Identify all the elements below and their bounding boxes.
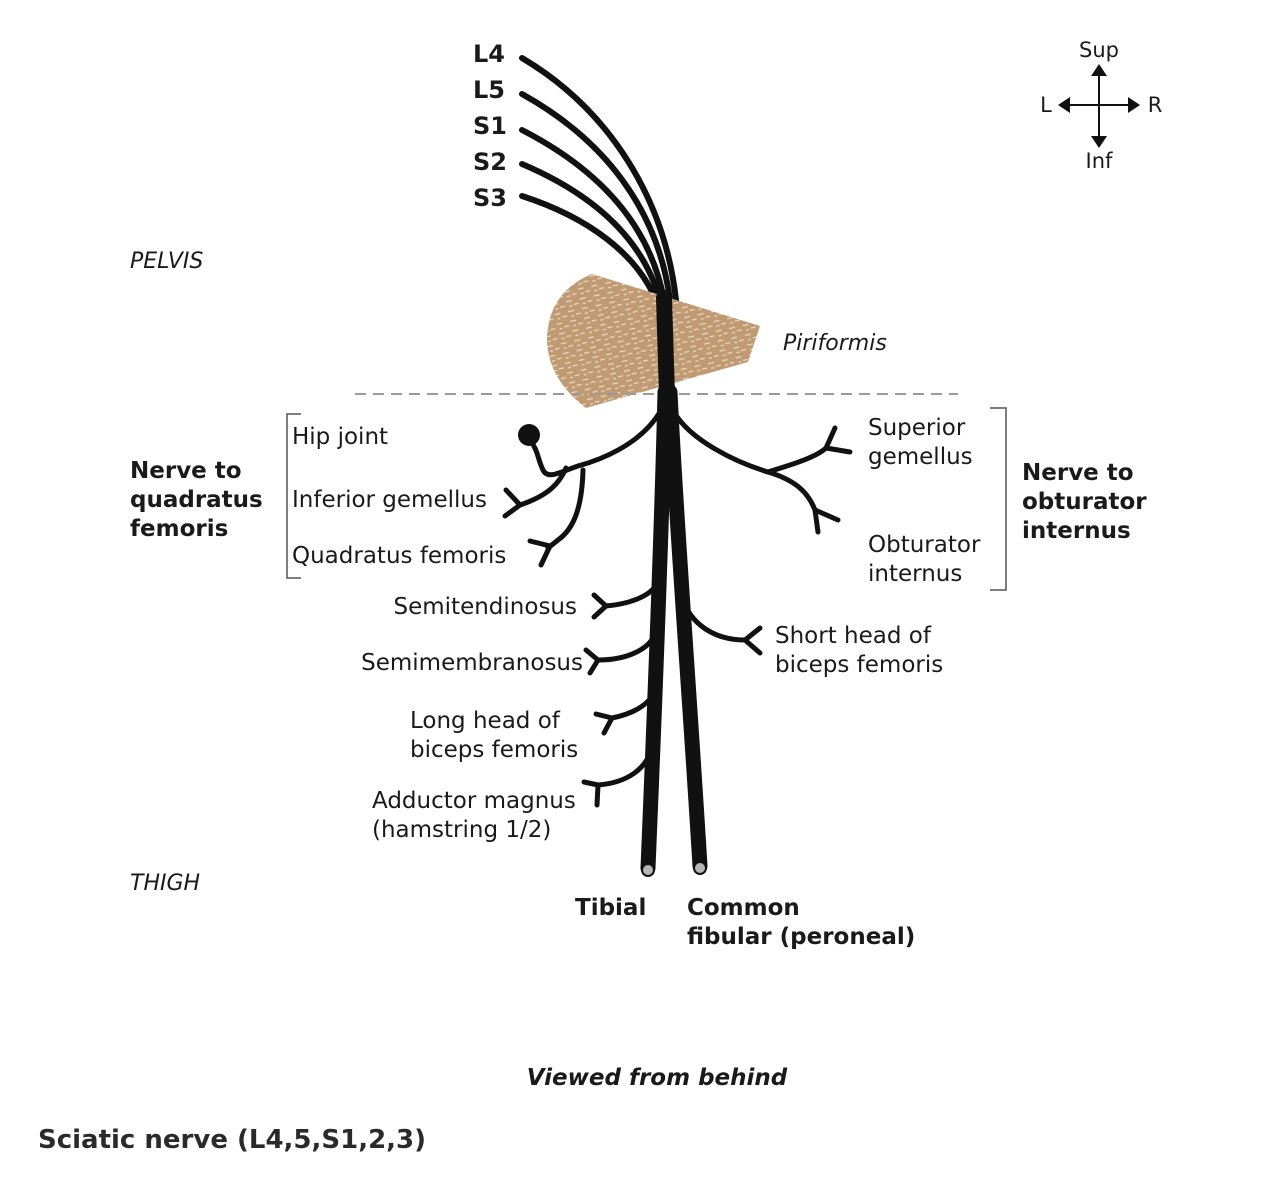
common-fibular-label-line2: fibular (peroneal)	[687, 924, 915, 950]
thigh-label: THIGH	[130, 871, 200, 896]
inferior-gemellus-branch	[517, 465, 569, 508]
quadratus-title-line2: quadratus	[130, 487, 263, 513]
orientation-compass: Sup Inf L R	[1040, 38, 1162, 173]
adductor-magnus-label-line2: (hamstring 1/2)	[372, 817, 551, 843]
obturator-title-line3: internus	[1022, 518, 1131, 544]
quadratus-femoris-twig	[527, 538, 553, 568]
obturator-title-line1: Nerve to	[1022, 460, 1134, 486]
semimembranosus-label: Semimembranosus	[361, 650, 583, 676]
compass-up-arrow-icon	[1091, 64, 1107, 76]
tibial-nerve	[640, 384, 673, 876]
quadratus-femoris-label: Quadratus femoris	[292, 543, 506, 569]
superior-gemellus-label-line1: Superior	[868, 415, 966, 441]
short-head-biceps-twig	[742, 625, 763, 656]
obturator-title-line2: obturator	[1022, 489, 1147, 515]
hip-joint-terminal	[518, 424, 540, 446]
root-label-s2: S2	[473, 148, 507, 176]
piriformis-label: Piriformis	[783, 331, 887, 356]
root-l5	[519, 91, 673, 303]
compass-left-label: L	[1040, 93, 1052, 117]
superior-gemellus-branch	[765, 445, 829, 475]
common-fibular-label-line1: Common	[687, 895, 800, 921]
figure-caption: Sciatic nerve (L4,5,S1,2,3)	[38, 1125, 426, 1155]
compass-right-arrow-icon	[1128, 97, 1140, 113]
obturator-main-branch	[671, 409, 818, 513]
obturator-group-bracket	[990, 407, 1007, 591]
semitendinosus-twig	[591, 592, 609, 620]
long-head-biceps-label-line1: Long head of	[410, 708, 561, 734]
root-s2	[519, 161, 663, 303]
inferior-gemellus-twig	[502, 487, 523, 519]
sciatic-trunk	[656, 290, 675, 403]
quadratus-title-line1: Nerve to	[130, 458, 242, 484]
root-l4	[519, 55, 679, 303]
pelvis-label: PELVIS	[130, 249, 203, 274]
long-head-biceps-branch	[609, 687, 658, 721]
quadratus-group-bracket	[286, 413, 301, 579]
semitendinosus-label: Semitendinosus	[394, 594, 577, 620]
superior-gemellus-label-line2: gemellus	[868, 444, 973, 470]
long-head-biceps-twig	[593, 711, 615, 736]
compass-down-arrow-icon	[1091, 136, 1107, 148]
fibular-cut-end	[693, 861, 707, 875]
root-label-s3: S3	[473, 184, 507, 212]
root-label-l5: L5	[473, 76, 505, 104]
short-head-biceps-label-line2: biceps femoris	[775, 652, 943, 678]
piriformis-muscle	[546, 274, 760, 408]
adductor-magnus-twig	[581, 779, 601, 808]
compass-sup-label: Sup	[1079, 38, 1119, 62]
compass-inf-label: Inf	[1086, 149, 1114, 173]
short-head-biceps-label-line1: Short head of	[775, 623, 932, 649]
compass-left-arrow-icon	[1058, 97, 1070, 113]
adductor-magnus-label-line1: Adductor magnus	[372, 788, 576, 814]
compass-right-label: R	[1148, 93, 1163, 117]
long-head-biceps-label-line2: biceps femoris	[410, 737, 578, 763]
adductor-magnus-branch	[595, 742, 655, 788]
semimembranosus-twig	[583, 647, 601, 676]
semitendinosus-branch	[603, 577, 661, 609]
common-fibular-nerve	[662, 384, 708, 874]
superior-gemellus-twig	[823, 425, 853, 455]
root-s3	[519, 193, 659, 303]
root-s1	[519, 127, 667, 303]
inferior-gemellus-label: Inferior gemellus	[292, 487, 487, 513]
root-label-l4: L4	[473, 40, 505, 68]
quadratus-title-line3: femoris	[130, 516, 228, 542]
short-head-biceps-branch	[678, 592, 748, 643]
view-note: Viewed from behind	[527, 1065, 788, 1091]
obturator-internus-label-line1: Obturator	[868, 532, 981, 558]
obturator-internus-label-line2: internus	[868, 561, 962, 587]
obturator-internus-twig	[812, 507, 841, 535]
quadratus-main-branch	[527, 409, 663, 478]
tibial-cut-end	[641, 863, 655, 877]
quadratus-femoris-branch	[545, 467, 586, 551]
root-label-s1: S1	[473, 112, 507, 140]
semimembranosus-branch	[595, 627, 659, 663]
tibial-label: Tibial	[575, 895, 646, 921]
hip-joint-label: Hip joint	[292, 424, 388, 450]
